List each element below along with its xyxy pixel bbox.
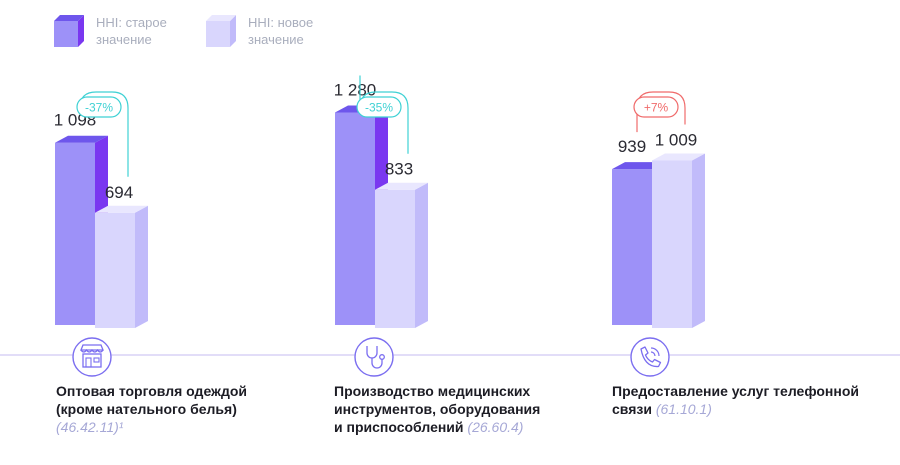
legend-item-new: HHI: новое значение [204,14,328,48]
change-label-3: +7% [644,101,669,115]
stethoscope-icon [354,337,394,377]
category-2-line-3: и приспособлений [334,419,464,435]
category-2-line-2: инструментов, оборудования [334,401,541,417]
category-3-line-2: связи [612,401,652,417]
bar-new-3 [652,153,705,328]
value-label-old-3: 939 [618,137,646,156]
category-3-line-1: Предоставление услуг телефонной [612,383,860,399]
legend: HHI: старое значение HHI: новое значение [52,14,328,48]
value-label-new-1: 694 [105,183,133,202]
category-label-3: Предоставление услуг телефонной связи (6… [612,382,859,418]
phone-icon [630,337,670,377]
category-1-code: (46.42.11) [56,419,119,435]
category-1-line-1: Оптовая торговля одеждой [56,383,248,399]
change-pill-2 [356,96,402,118]
category-3-code: (61.10.1) [655,401,712,417]
category-label-1: Оптовая торговля одеждой (кроме нательно… [56,382,247,436]
legend-label-new: HHI: новое значение [248,15,314,47]
legend-swatch-old [54,15,84,47]
category-2-line-1: Производство медицинских [334,383,531,399]
change-label-1: -37% [85,101,113,115]
category-1-line-2: (кроме нательного белья) [56,401,237,417]
change-pill-1 [76,96,122,118]
legend-item-old: HHI: старое значение [52,14,176,48]
change-pill-3 [633,96,679,118]
legend-swatch-new [206,15,236,47]
category-label-2: Производство медицинских инструментов, о… [334,382,540,436]
legend-label-old: HHI: старое значение [96,15,167,47]
change-label-2: -35% [365,101,393,115]
value-label-new-2: 833 [385,160,413,179]
store-icon [72,337,112,377]
category-1-footnote: ¹ [118,419,124,435]
bar-new-1 [95,205,148,328]
bar-new-2 [375,182,428,328]
value-label-new-3: 1 009 [655,131,698,150]
category-2-code: (26.60.4) [467,419,524,435]
